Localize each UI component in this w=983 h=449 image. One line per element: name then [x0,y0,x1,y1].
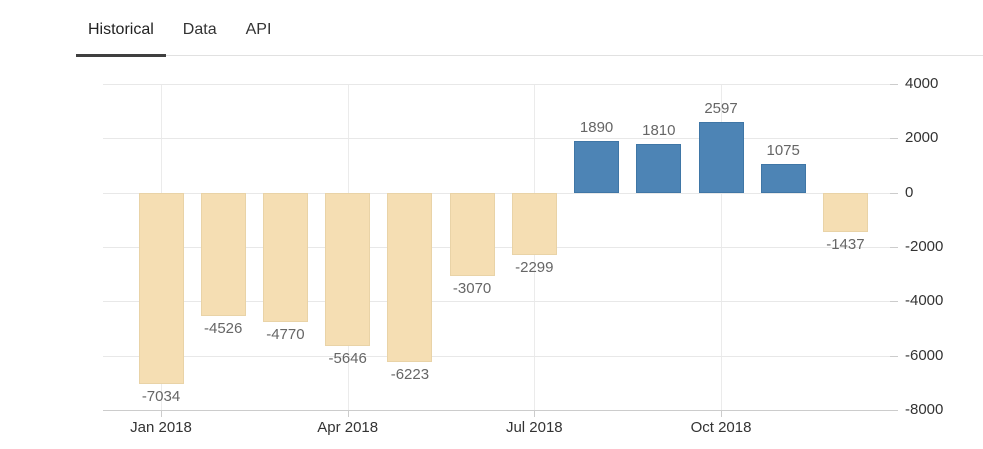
y-axis-tick [890,192,898,194]
y-axis-tick-label: -8000 [905,401,944,418]
y-axis-tick-label: -4000 [905,292,944,310]
y-axis-tick [890,247,898,248]
x-axis-tick-label: Jul 2018 [505,419,563,436]
bar[interactable] [387,192,433,362]
bar-value-label: -3070 [452,280,492,298]
bar-value-label: 2597 [704,100,738,118]
bar-value-label: -5646 [328,350,367,367]
bar-value-label: -1437 [826,235,865,253]
bar[interactable] [636,143,682,193]
y-gridline [103,138,890,140]
bar[interactable] [262,192,308,323]
bar[interactable] [698,122,744,193]
y-gridline [103,301,890,303]
x-axis-tick-label: Jan 2018 [130,419,192,436]
y-axis-tick [890,84,898,85]
x-axis-line [103,410,890,411]
bar[interactable] [200,192,246,316]
bar-value-label: 1810 [642,121,676,139]
bar[interactable] [325,192,371,347]
bar-value-label: 1075 [766,141,800,159]
y-gridline [103,84,890,85]
bar[interactable] [760,163,806,193]
bar[interactable] [138,192,184,384]
y-axis-tick-label: -2000 [905,238,944,255]
tab-historical[interactable]: Historical [76,0,166,57]
y-axis-tick [890,410,898,411]
x-axis-tick-label: Apr 2018 [317,419,379,436]
x-axis-tick [721,410,722,417]
y-axis-tick [890,138,898,140]
y-gridline [103,247,890,248]
tab-api[interactable]: API [245,21,272,38]
y-axis-tick [890,355,898,357]
x-axis-tick [347,410,349,417]
y-axis-tick-label: 2000 [905,129,939,147]
y-axis-tick-label: 4000 [905,75,939,92]
bar-value-label: -4526 [204,319,243,337]
tab-bar: Historical Data API [76,0,983,57]
y-axis-tick-label: 0 [905,183,914,201]
bar-value-label: -6223 [390,365,430,383]
x-axis-tick [534,410,536,417]
x-axis-tick [161,410,162,417]
bar-value-label: -2299 [515,259,554,277]
bar[interactable] [449,192,495,277]
y-axis-tick [890,301,898,303]
y-gridline [103,355,890,357]
bar-value-label: -7034 [141,387,181,405]
bar[interactable] [574,141,620,193]
bar-value-label: -4770 [266,326,305,344]
y-gridline [103,192,890,194]
bar[interactable] [511,192,557,256]
x-axis-tick-label: Oct 2018 [690,419,752,436]
y-axis-tick-label: -6000 [905,346,944,364]
bar[interactable] [822,192,868,232]
tab-data[interactable]: Data [182,21,217,38]
bar-value-label: 1890 [579,119,614,137]
